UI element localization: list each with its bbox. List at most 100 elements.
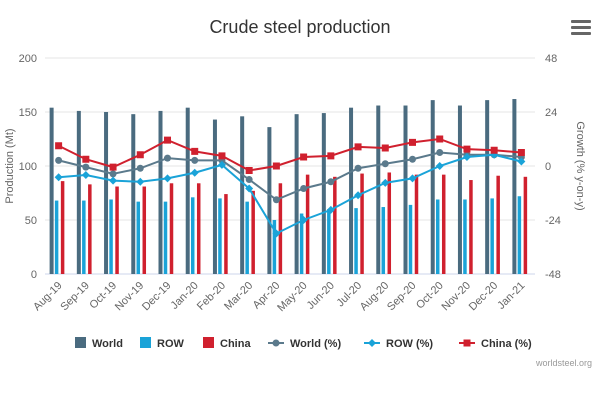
bar-world[interactable] [240,116,245,274]
bar-world[interactable] [212,119,217,274]
legend-item-world[interactable]: World (%) [268,338,341,350]
bar-china[interactable] [305,174,310,274]
bar-china[interactable] [115,186,119,274]
bar-china[interactable] [278,183,283,274]
bar-row[interactable] [517,196,522,274]
point-china[interactable] [245,167,253,174]
point-china[interactable] [517,149,525,156]
bar-china[interactable] [60,181,65,274]
bar-row[interactable] [218,198,222,274]
bar-row[interactable] [408,204,413,274]
point-china[interactable] [109,163,117,171]
bar-row[interactable] [82,200,86,274]
bar-china[interactable] [414,174,419,274]
legend-item-world[interactable]: World [75,337,123,350]
point-row[interactable] [109,176,118,185]
point-row[interactable] [54,173,63,182]
bar-china[interactable] [196,183,201,274]
bar-china[interactable] [469,180,473,274]
point-china[interactable] [272,162,280,170]
bar-world[interactable] [430,100,435,275]
bar-row[interactable] [463,199,467,274]
bar-china[interactable] [169,183,174,274]
bar-row[interactable] [190,197,195,274]
bar-row[interactable] [354,208,358,274]
point-china[interactable] [164,136,171,144]
point-row[interactable] [326,205,335,214]
bar-row[interactable] [327,209,331,274]
point-row[interactable] [245,184,254,193]
point-world[interactable] [164,154,171,162]
point-row[interactable] [217,160,226,169]
point-china[interactable] [463,145,471,153]
bar-row[interactable] [299,213,304,274]
point-row[interactable] [190,168,199,177]
point-row[interactable] [517,157,526,166]
bar-china[interactable] [224,194,228,274]
point-world[interactable] [109,170,117,178]
bar-row[interactable] [381,207,386,274]
bar-china[interactable] [523,176,528,274]
bar-china[interactable] [360,173,364,274]
bar-world[interactable] [403,105,408,275]
bar-world[interactable] [49,107,54,275]
point-row[interactable] [163,174,172,183]
point-china[interactable] [327,152,335,160]
point-world[interactable] [327,178,335,186]
point-world[interactable] [272,196,280,204]
point-row[interactable] [462,153,471,161]
bar-china[interactable] [387,172,392,274]
point-china[interactable] [218,152,226,160]
point-china[interactable] [354,143,362,151]
bar-world[interactable] [457,105,462,275]
point-row[interactable] [136,177,145,186]
point-world[interactable] [300,185,308,192]
point-row[interactable] [299,216,308,224]
point-world[interactable] [409,155,416,163]
point-world[interactable] [82,163,90,171]
bar-row[interactable] [245,201,249,274]
point-china[interactable] [436,135,444,143]
credit-text[interactable]: worldsteel.org [535,358,592,368]
bar-row[interactable] [435,199,440,274]
point-china[interactable] [136,151,144,159]
point-china[interactable] [55,142,63,150]
bar-row[interactable] [272,220,277,274]
bar-row[interactable] [490,198,494,274]
point-world[interactable] [381,160,389,168]
menu-icon[interactable] [571,20,591,38]
bar-world[interactable] [158,110,163,274]
legend-item-china[interactable]: China (%) [459,338,532,350]
point-row[interactable] [354,191,363,200]
bar-world[interactable] [512,99,517,274]
bar-row[interactable] [163,201,168,274]
bar-world[interactable] [267,127,272,275]
bar-china[interactable] [251,190,255,274]
bar-world[interactable] [294,114,299,274]
bar-china[interactable] [441,174,446,274]
point-china[interactable] [381,144,389,152]
point-china[interactable] [300,153,308,161]
bar-world[interactable] [321,113,326,274]
point-china[interactable] [82,155,90,163]
point-china[interactable] [409,138,416,146]
point-row[interactable] [81,171,90,179]
point-world[interactable] [354,164,362,172]
bar-world[interactable] [349,107,354,275]
point-row[interactable] [435,162,444,170]
bar-china[interactable] [142,186,147,274]
point-row[interactable] [408,174,417,183]
bar-world[interactable] [185,107,190,275]
bar-world[interactable] [485,100,490,275]
bar-world[interactable] [376,105,381,275]
bar-row[interactable] [136,201,141,274]
point-world[interactable] [55,156,63,164]
bar-world[interactable] [76,110,81,274]
point-china[interactable] [490,146,498,154]
point-world[interactable] [436,149,444,156]
bar-china[interactable] [88,184,92,274]
point-world[interactable] [245,176,253,183]
point-world[interactable] [136,164,144,172]
bar-world[interactable] [131,114,136,274]
bar-china[interactable] [496,175,500,274]
